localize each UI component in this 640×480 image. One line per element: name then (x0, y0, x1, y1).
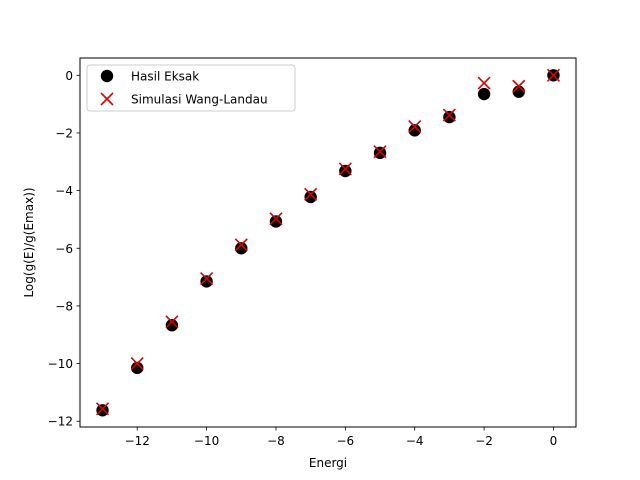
x-tick-label: −2 (475, 434, 493, 448)
data-point-x (304, 187, 318, 201)
data-point-circle (373, 146, 387, 160)
series-simulasi-wang-landau (95, 68, 561, 416)
legend-marker (100, 92, 114, 106)
plot-marks (95, 68, 561, 417)
data-point-x (200, 271, 214, 286)
data-point-circle (165, 319, 179, 332)
legend: Hasil Eksak Simulasi Wang-Landau (86, 64, 296, 112)
data-point-circle (477, 87, 491, 101)
y-tick-label: −10 (48, 357, 73, 371)
data-point-x (165, 315, 179, 329)
legend-box (86, 64, 296, 112)
x-tick-label: −4 (406, 434, 424, 448)
plot-frame (79, 57, 577, 428)
x-tick-label: −10 (194, 434, 219, 448)
data-point-x (130, 357, 144, 371)
y-tick-label: −12 (48, 415, 73, 429)
y-tick-label: −6 (55, 242, 73, 256)
data-point-circle (408, 124, 421, 137)
legend-label: Simulasi Wang-Landau (131, 93, 268, 107)
series-hasil-eksak (96, 69, 560, 417)
data-point-x (546, 68, 561, 82)
data-point-circle (96, 404, 109, 417)
y-tick-label: 0 (65, 69, 73, 83)
data-point-circle (443, 110, 456, 124)
legend-label: Hasil Eksak (131, 70, 199, 84)
x-tick-label: −12 (125, 434, 150, 448)
x-tick-label: −6 (336, 434, 354, 448)
data-point-x (477, 76, 491, 90)
data-point-circle (512, 85, 525, 98)
legend-marker (100, 69, 114, 83)
data-point-circle (235, 242, 248, 255)
data-point-x (234, 238, 248, 252)
x-tick-label: 0 (550, 434, 558, 448)
data-point-circle (131, 361, 144, 375)
data-point-circle (269, 215, 283, 228)
data-point-circle (304, 190, 317, 204)
data-point-x (408, 120, 422, 134)
y-axis-label: Log(g(E)/g(Emax)) (22, 187, 36, 297)
data-point-x (338, 162, 352, 176)
x-axis-label: Energi (309, 456, 347, 470)
data-point-x (373, 145, 387, 159)
y-tick-label: −4 (55, 184, 73, 198)
y-axis: −12 −10 −8 −6 −4 −2 0 (48, 69, 80, 429)
x-tick-label: −8 (267, 434, 285, 448)
data-point-x (95, 402, 110, 416)
data-point-x (442, 108, 456, 122)
data-point-circle (339, 164, 352, 178)
y-tick-label: −2 (55, 126, 73, 140)
data-point-x (512, 79, 526, 93)
y-tick-label: −8 (55, 299, 73, 313)
data-point-x (269, 212, 283, 226)
x-axis: −12 −10 −8 −6 −4 −2 0 (125, 427, 558, 448)
data-point-circle (200, 275, 213, 288)
